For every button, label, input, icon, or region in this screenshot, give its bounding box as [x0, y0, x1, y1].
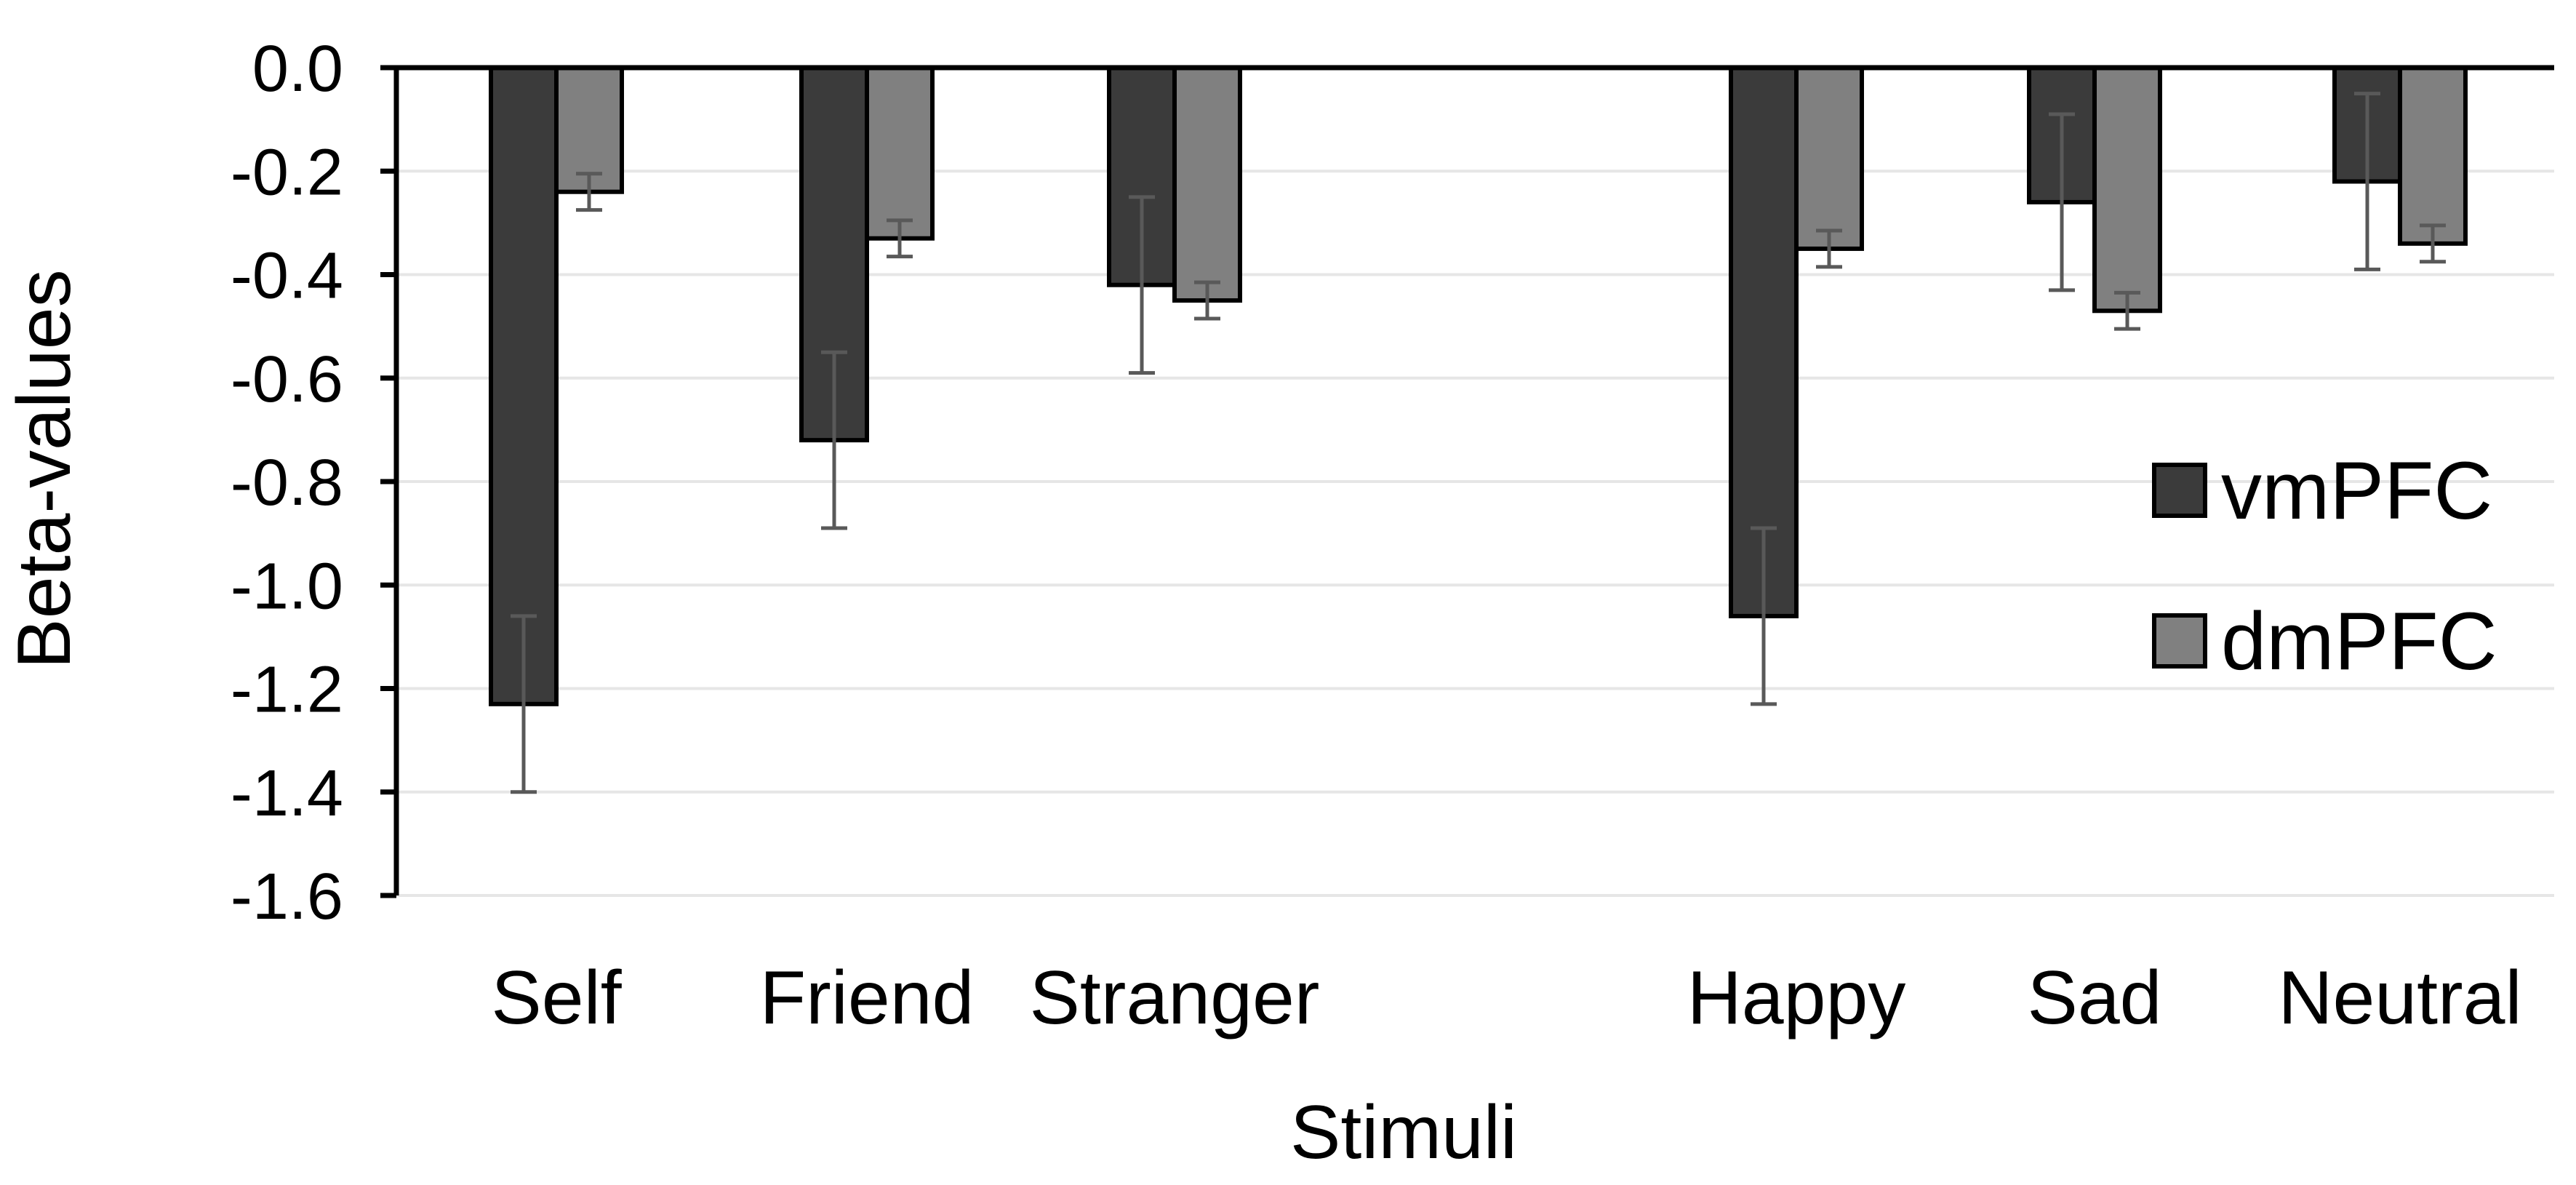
error-bar-dmPFC-neutral	[2420, 223, 2446, 264]
y-tick-label: -0.8	[231, 447, 343, 519]
y-tick-label: -1.0	[231, 550, 343, 623]
axes	[380, 65, 2554, 898]
y-tick-label: -0.2	[231, 136, 343, 209]
bar-dmPFC-neutral	[2398, 65, 2468, 246]
x-category-labels: Self Friend Stranger Happy Sad Neutral	[491, 956, 2521, 1040]
y-tick-label: 0.0	[252, 33, 343, 105]
y-tick-label: -1.2	[231, 654, 343, 727]
y-tick-label: -0.4	[231, 240, 343, 313]
error-bar-dmPFC-happy	[1816, 228, 1842, 269]
legend-item-dmPFC: dmPFC	[2152, 596, 2497, 687]
error-bar-vmPFC-stranger	[1129, 195, 1155, 375]
error-bars	[511, 92, 2446, 794]
bars	[489, 65, 2468, 706]
x-category-label: Neutral	[2278, 956, 2521, 1040]
error-bar-vmPFC-sad	[2049, 112, 2075, 292]
bar-vmPFC-self	[489, 65, 559, 706]
y-tick-labels: 0.0 -0.2 -0.4 -0.6 -0.8 -1.0 -1.2 -1.4 -1.6	[231, 33, 343, 933]
error-bar-dmPFC-friend	[887, 218, 913, 259]
bar-dmPFC-happy	[1794, 65, 1864, 251]
y-tick-label: -0.6	[231, 343, 343, 416]
legend: vmPFC dmPFC	[2152, 445, 2497, 687]
bar-vmPFC-happy	[1729, 65, 1799, 618]
error-bar-dmPFC-self	[576, 172, 602, 212]
y-tick-label: -1.4	[231, 757, 343, 830]
bar-dmPFC-stranger	[1172, 65, 1242, 303]
bar-dmPFC-sad	[2092, 65, 2162, 314]
x-category-label: Self	[491, 956, 622, 1040]
y-axis-title: Beta-values	[2, 269, 87, 669]
error-bar-vmPFC-neutral	[2354, 92, 2380, 271]
legend-label: dmPFC	[2221, 596, 2497, 687]
error-bar-dmPFC-stranger	[1194, 280, 1220, 321]
legend-item-vmPFC: vmPFC	[2152, 445, 2492, 536]
bar-dmPFC-friend	[865, 65, 935, 241]
grid-lines	[396, 169, 2554, 897]
x-category-label: Friend	[760, 956, 975, 1040]
legend-swatch	[2152, 463, 2207, 518]
error-bar-dmPFC-sad	[2114, 290, 2140, 331]
error-bar-vmPFC-happy	[1751, 526, 1777, 706]
x-axis-title: Stimuli	[1290, 1090, 1517, 1175]
y-tick-label: -1.6	[231, 861, 343, 933]
x-category-label: Happy	[1687, 956, 1906, 1040]
x-category-label: Sad	[2027, 956, 2161, 1040]
legend-swatch	[2152, 613, 2207, 669]
error-bar-vmPFC-friend	[821, 350, 847, 530]
x-category-label: Stranger	[1030, 956, 1320, 1040]
legend-label: vmPFC	[2221, 445, 2492, 536]
error-bar-vmPFC-self	[511, 614, 537, 794]
